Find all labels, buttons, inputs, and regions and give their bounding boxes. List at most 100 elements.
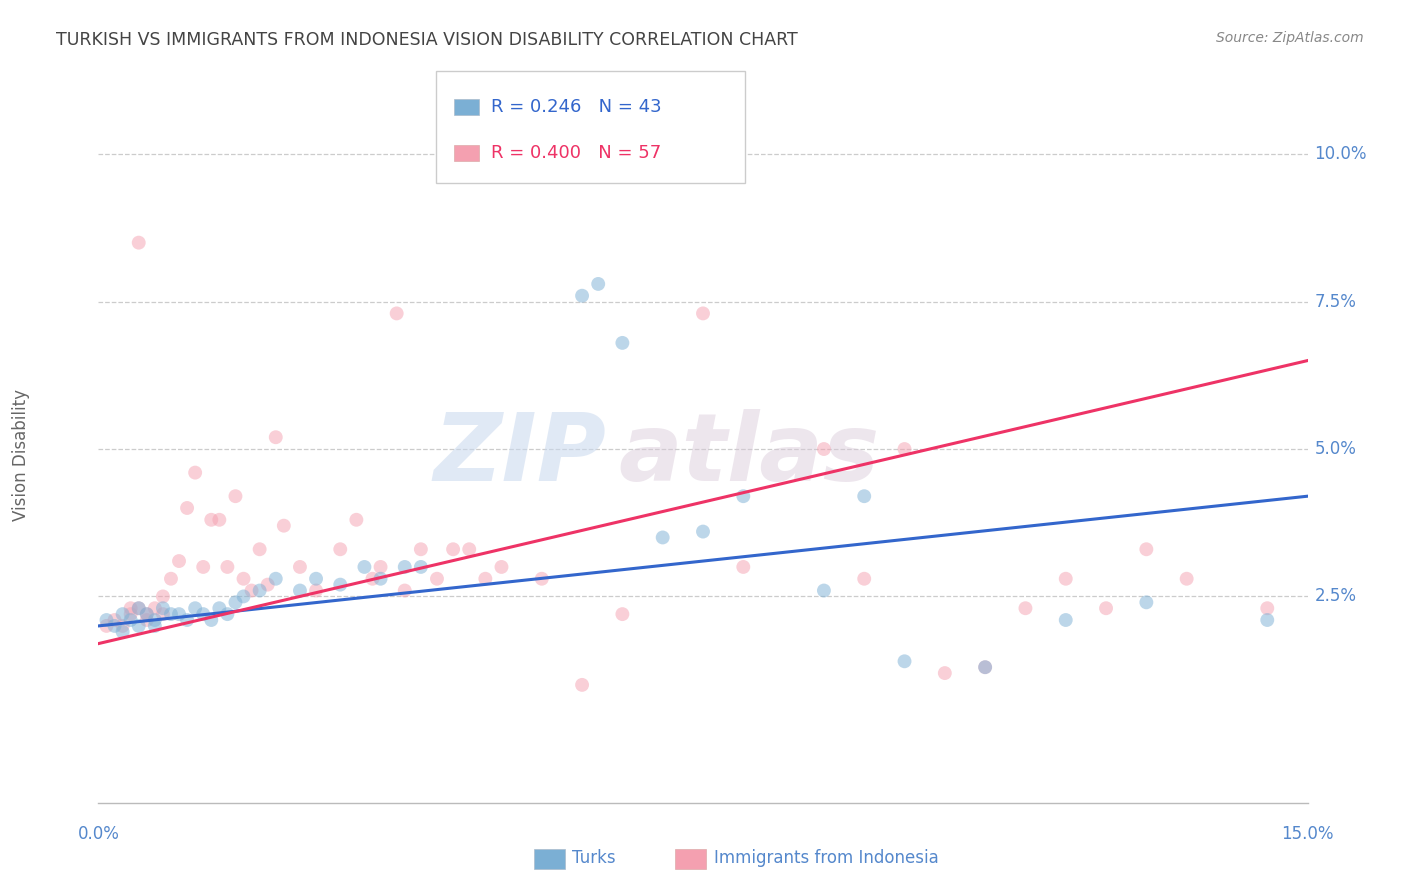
Text: Vision Disability: Vision Disability xyxy=(13,389,30,521)
Point xyxy=(1054,572,1077,586)
Point xyxy=(474,572,496,586)
Point xyxy=(128,619,150,633)
Point xyxy=(152,607,174,621)
Text: Source: ZipAtlas.com: Source: ZipAtlas.com xyxy=(1216,31,1364,45)
Point xyxy=(128,601,150,615)
Point xyxy=(612,607,634,621)
Point xyxy=(692,306,714,320)
Text: 0.0%: 0.0% xyxy=(77,825,120,843)
Point xyxy=(571,678,593,692)
Point xyxy=(200,513,222,527)
Point xyxy=(232,590,254,604)
Point xyxy=(409,560,432,574)
Point xyxy=(128,601,150,615)
Text: R = 0.246   N = 43: R = 0.246 N = 43 xyxy=(491,97,661,116)
Point xyxy=(128,235,150,250)
Point xyxy=(103,619,125,633)
Point xyxy=(361,572,384,586)
Point xyxy=(305,583,328,598)
Point xyxy=(426,572,449,586)
Point xyxy=(152,590,174,604)
Point xyxy=(193,560,215,574)
Point xyxy=(1175,572,1198,586)
Point xyxy=(167,554,190,568)
Point xyxy=(853,572,876,586)
Point xyxy=(193,607,215,621)
Point xyxy=(264,572,287,586)
Point xyxy=(200,613,222,627)
Point xyxy=(974,660,997,674)
Point xyxy=(305,572,328,586)
Point xyxy=(385,306,408,320)
Point xyxy=(120,607,142,621)
Point xyxy=(152,601,174,615)
Point xyxy=(370,572,392,586)
Point xyxy=(394,583,416,598)
Point xyxy=(813,583,835,598)
Point xyxy=(1256,601,1278,615)
Point xyxy=(208,513,231,527)
Point xyxy=(111,607,134,621)
Point xyxy=(256,577,278,591)
Point xyxy=(288,583,311,598)
Point xyxy=(184,466,207,480)
Text: 2.5%: 2.5% xyxy=(1315,588,1357,606)
Point xyxy=(394,560,416,574)
Point xyxy=(224,595,246,609)
Point xyxy=(143,601,166,615)
Point xyxy=(135,607,157,621)
Point xyxy=(249,583,271,598)
Point xyxy=(135,613,157,627)
Point xyxy=(160,572,183,586)
Point xyxy=(111,619,134,633)
Point xyxy=(370,560,392,574)
Point xyxy=(733,560,755,574)
Point xyxy=(612,335,634,350)
Point xyxy=(249,542,271,557)
Point xyxy=(491,560,513,574)
Point xyxy=(96,613,118,627)
Point xyxy=(143,613,166,627)
Point xyxy=(409,542,432,557)
Text: ZIP: ZIP xyxy=(433,409,606,501)
Point xyxy=(329,542,352,557)
Point xyxy=(224,489,246,503)
Point xyxy=(184,601,207,615)
Point xyxy=(120,601,142,615)
Text: Turks: Turks xyxy=(572,849,616,867)
Text: R = 0.400   N = 57: R = 0.400 N = 57 xyxy=(491,144,661,161)
Text: Immigrants from Indonesia: Immigrants from Indonesia xyxy=(714,849,939,867)
Point xyxy=(135,607,157,621)
Point xyxy=(1135,542,1157,557)
Text: atlas: atlas xyxy=(619,409,880,501)
Point xyxy=(441,542,464,557)
Text: TURKISH VS IMMIGRANTS FROM INDONESIA VISION DISABILITY CORRELATION CHART: TURKISH VS IMMIGRANTS FROM INDONESIA VIS… xyxy=(56,31,799,49)
Point xyxy=(530,572,553,586)
Point xyxy=(167,607,190,621)
Point xyxy=(273,518,295,533)
Point xyxy=(586,277,609,291)
Text: 5.0%: 5.0% xyxy=(1315,440,1357,458)
Point xyxy=(160,607,183,621)
Point xyxy=(893,654,915,668)
Point xyxy=(934,666,956,681)
Point xyxy=(120,613,142,627)
Point xyxy=(208,601,231,615)
Point xyxy=(893,442,915,456)
Point xyxy=(974,660,997,674)
Point xyxy=(1135,595,1157,609)
Point xyxy=(1095,601,1118,615)
Point xyxy=(176,613,198,627)
Point xyxy=(1014,601,1036,615)
Point xyxy=(217,607,239,621)
Point xyxy=(103,613,125,627)
Point xyxy=(232,572,254,586)
Point xyxy=(96,619,118,633)
Point xyxy=(176,500,198,515)
Point xyxy=(571,289,593,303)
Point xyxy=(1256,613,1278,627)
Point xyxy=(733,489,755,503)
Text: 10.0%: 10.0% xyxy=(1315,145,1367,163)
Point xyxy=(264,430,287,444)
Point xyxy=(344,513,367,527)
